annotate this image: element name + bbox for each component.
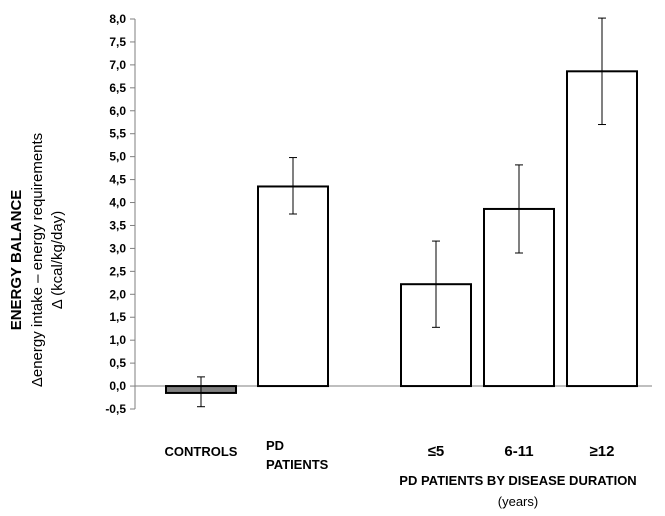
error-bar — [289, 157, 297, 215]
error-bar — [515, 164, 523, 254]
y-axis-title-line1: ENERGY BALANCE — [8, 190, 25, 331]
y-tick-label: 2,5 — [109, 264, 126, 278]
y-tick-label: 3,5 — [109, 218, 126, 232]
bars — [165, 17, 638, 408]
category-label: ≤5 — [428, 443, 445, 460]
y-tick-label: 0,5 — [109, 356, 126, 370]
y-tick-label: 4,5 — [109, 173, 126, 187]
y-tick-label: -0,5 — [105, 402, 126, 416]
y-tick-label: 6,5 — [109, 81, 126, 95]
y-axis-title: ENERGY BALANCE Δenergy intake – energy r… — [8, 133, 66, 387]
y-tick-label: 0,0 — [109, 379, 126, 393]
y-tick-label: 3,0 — [109, 241, 126, 255]
category-label: 6-11 — [504, 443, 533, 460]
category-label: ≥12 — [590, 443, 615, 460]
y-tick-label: 8,0 — [109, 12, 126, 26]
y-tick-label: 7,0 — [109, 58, 126, 72]
error-bar — [432, 240, 440, 328]
error-bar — [197, 376, 205, 408]
group-subtitle: (years) — [498, 494, 538, 509]
category-label: CONTROLS — [165, 444, 238, 459]
y-tick-label: 5,0 — [109, 150, 126, 164]
category-labels: CONTROLS PD PATIENTS ≤5 6-11 ≥12 — [165, 438, 615, 472]
bar — [257, 185, 329, 388]
category-label: PD PATIENTS — [266, 438, 329, 472]
error-bar — [598, 17, 606, 126]
y-tick-label: 2,0 — [109, 287, 126, 301]
group-title: PD PATIENTS BY DISEASE DURATION — [399, 473, 636, 488]
y-tick-label: 6,0 — [109, 104, 126, 118]
y-axis-title-line2: Δenergy intake – energy requirements — [29, 133, 46, 387]
y-tick-label: 4,0 — [109, 196, 126, 210]
y-tick-label: 1,0 — [109, 333, 126, 347]
y-axis: -0,5 0,0 0,5 1,0 1,5 2,0 2,5 3,0 3,5 4,0 4,5 5,0 5,5… — [105, 12, 652, 416]
y-tick-label: 5,5 — [109, 127, 126, 141]
y-tick-label: 1,5 — [109, 310, 126, 324]
y-tick-label: 7,5 — [109, 35, 126, 49]
y-axis-title-line3: Δ (kcal/kg/day) — [49, 211, 66, 309]
